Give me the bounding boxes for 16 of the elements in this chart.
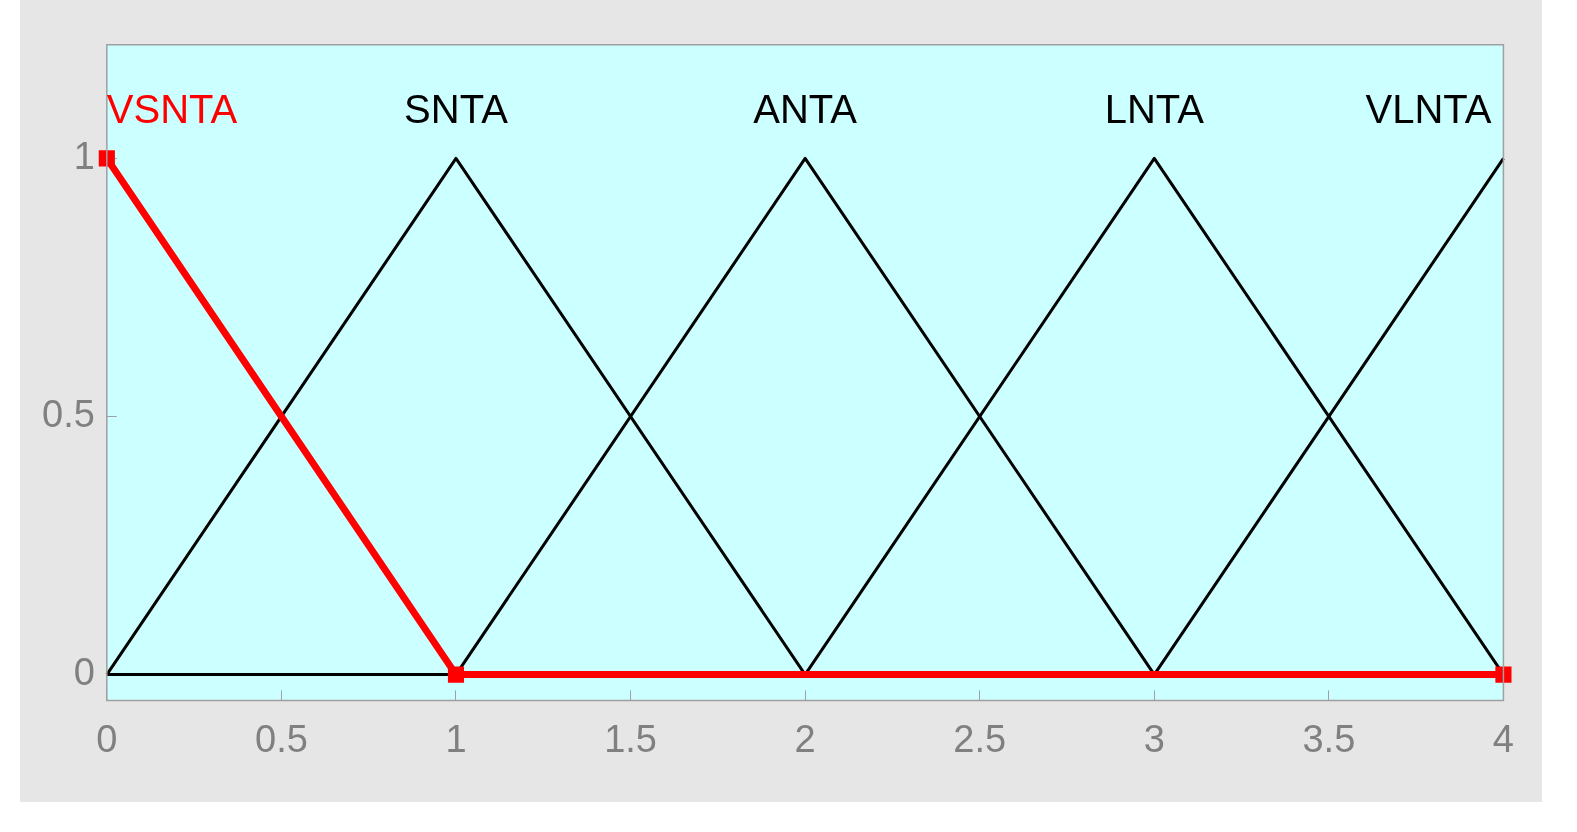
series-label: SNTA xyxy=(404,87,509,132)
series-label: VLNTA xyxy=(1365,87,1492,132)
y-tick-label: 0 xyxy=(73,651,95,694)
x-tick-label: 1.5 xyxy=(604,717,657,760)
x-tick-label: 2.5 xyxy=(953,717,1007,760)
x-tick-label: 2 xyxy=(794,717,816,760)
x-tick-label: 1 xyxy=(445,717,467,760)
series-label: VSNTA xyxy=(106,87,238,132)
y-tick-label: 1 xyxy=(73,134,95,177)
x-tick-label: 4 xyxy=(1492,717,1514,760)
x-tick-label: 3.5 xyxy=(1302,717,1356,760)
y-tick-label: 0.5 xyxy=(42,392,95,435)
series-label: ANTA xyxy=(753,87,858,132)
series-label: LNTA xyxy=(1104,87,1205,132)
x-tick-label: 3 xyxy=(1143,717,1165,760)
x-tick-label: 0.5 xyxy=(254,717,308,760)
